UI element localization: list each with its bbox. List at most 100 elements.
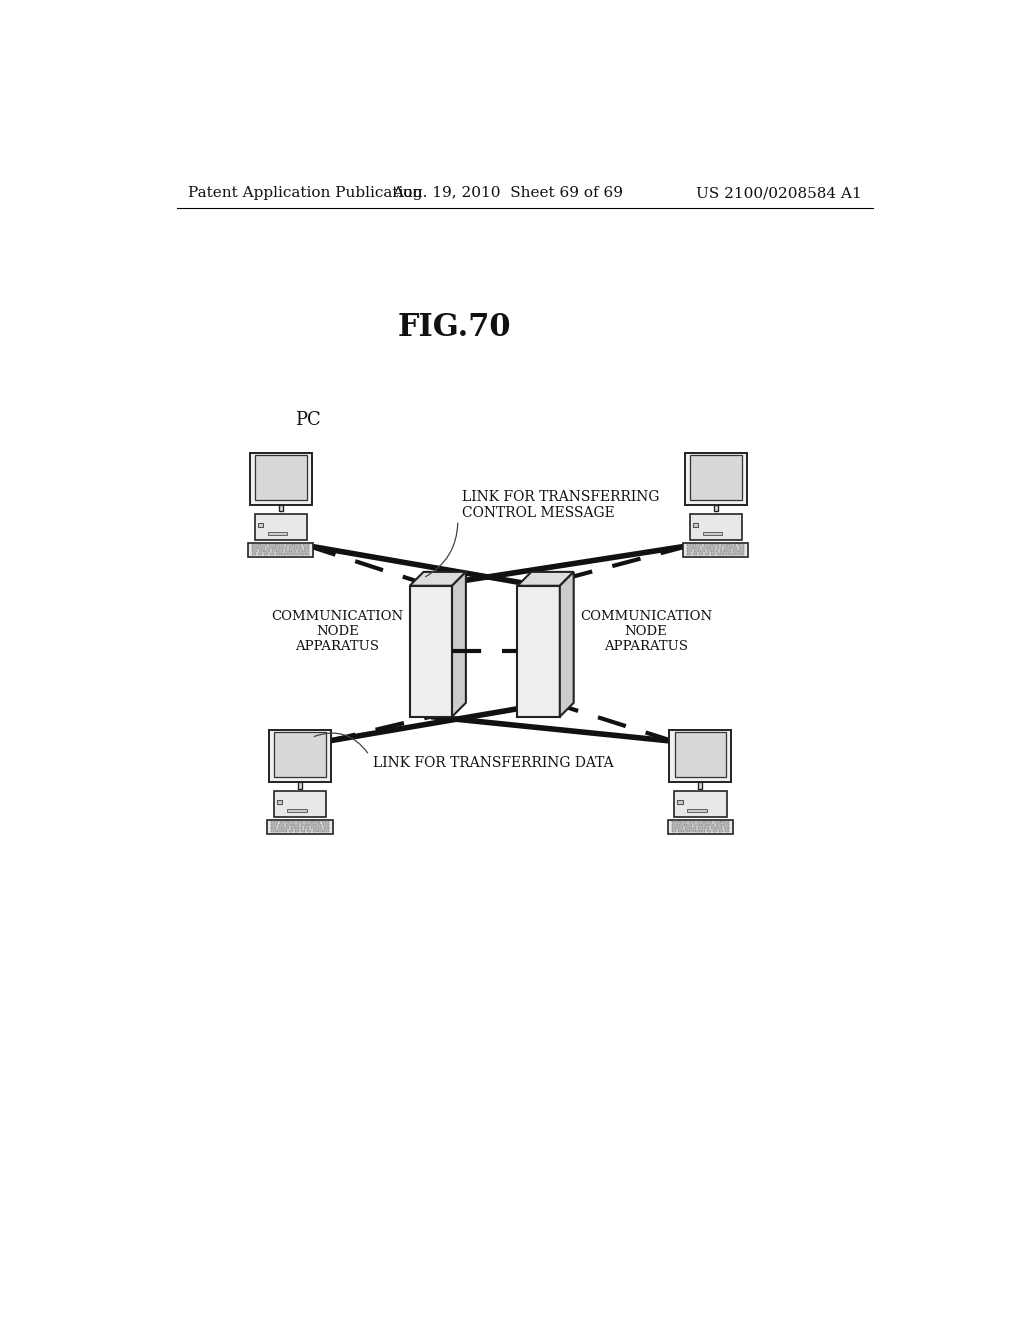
Bar [285,550,290,552]
Bar [278,800,283,804]
Bar [694,825,699,826]
FancyArrowPatch shape [426,523,458,577]
Bar [250,453,311,506]
Bar [283,830,288,833]
Bar [325,830,329,833]
Bar [724,548,730,549]
Bar [293,825,299,826]
Bar [687,553,691,556]
Bar [298,550,303,552]
Bar [698,553,703,556]
Text: US 2100/0208584 A1: US 2100/0208584 A1 [696,186,862,201]
Bar [707,550,712,552]
Bar [689,513,742,540]
Bar [295,830,299,833]
Bar [267,532,288,535]
Bar [706,821,713,824]
Bar [269,544,275,546]
Bar [286,544,293,546]
Text: LINK FOR TRANSFERRING
CONTROL MESSAGE: LINK FOR TRANSFERRING CONTROL MESSAGE [462,490,659,520]
Bar [252,548,258,549]
Bar [687,550,692,552]
Bar [304,828,309,829]
Bar [308,825,314,826]
Bar [274,733,326,777]
Text: LINK FOR TRANSFERRING DATA: LINK FOR TRANSFERRING DATA [373,756,613,770]
Bar [670,730,731,781]
Bar [728,553,732,556]
Bar [255,513,307,540]
Bar [738,548,744,549]
Bar [701,830,706,833]
Bar [672,825,678,826]
Bar [729,544,736,546]
Bar [683,543,749,557]
Text: COMMUNICATION
NODE
APPARATUS: COMMUNICATION NODE APPARATUS [271,610,403,653]
Bar [717,548,722,549]
Bar [721,544,728,546]
Bar [323,825,329,826]
Bar [297,821,303,824]
Bar [299,553,303,556]
Bar [287,809,306,812]
Bar [693,553,697,556]
Bar [717,553,721,556]
Bar [293,553,298,556]
Bar [275,553,280,556]
Bar [286,825,292,826]
Bar [685,453,746,506]
Bar [678,830,682,833]
Bar [714,506,718,511]
Bar [703,544,711,546]
Bar [689,830,693,833]
Bar [711,553,715,556]
Bar [725,830,729,833]
Bar [702,532,722,535]
Bar [672,828,677,829]
Bar [734,553,738,556]
Bar [714,550,718,552]
Bar [258,553,262,556]
Polygon shape [410,572,466,586]
Bar [697,821,703,824]
Bar [279,506,283,511]
Bar [271,821,279,824]
Bar [678,828,683,829]
Bar [687,544,694,546]
Bar [707,830,712,833]
Bar [701,548,708,549]
Text: COMMUNICATION
NODE
APPARATUS: COMMUNICATION NODE APPARATUS [580,610,712,653]
Bar [289,548,295,549]
Bar [739,550,744,552]
Bar [267,820,333,834]
Bar [710,548,715,549]
Bar [312,830,316,833]
Bar [683,830,688,833]
Bar [679,825,685,826]
Bar [260,544,267,546]
Bar [691,828,696,829]
Text: Patent Application Publication: Patent Application Publication [188,186,423,201]
Bar [693,550,698,552]
Bar [718,828,723,829]
Bar [291,550,296,552]
Bar [306,830,311,833]
Bar [698,781,702,788]
Bar [687,809,707,812]
Bar [322,821,329,824]
Bar [289,830,293,833]
Bar [258,523,263,527]
Bar [291,828,296,829]
Bar [271,828,276,829]
Bar [517,586,560,717]
Bar [687,548,693,549]
Bar [701,825,707,826]
Text: PC: PC [295,412,321,429]
Bar [279,825,285,826]
Bar [294,544,301,546]
Bar [313,821,321,824]
Bar [296,548,302,549]
Bar [716,825,722,826]
Bar [674,791,727,817]
Bar [279,550,284,552]
